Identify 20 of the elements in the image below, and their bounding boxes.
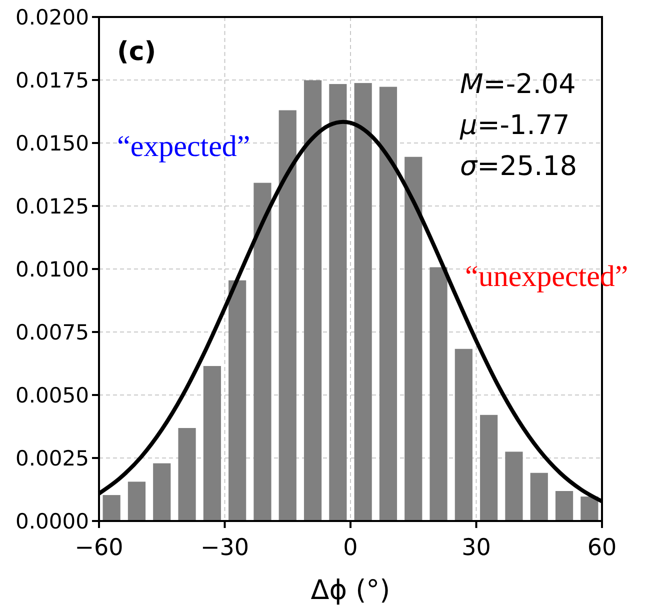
annotation: M=-2.04 bbox=[460, 69, 576, 100]
y-tick-label: 0.0025 bbox=[16, 446, 89, 470]
y-tick-label: 0.0000 bbox=[16, 509, 89, 534]
y-tick-label: 0.0050 bbox=[16, 383, 89, 408]
y-tick-label: 0.0125 bbox=[16, 194, 89, 218]
annotation: μ=-1.77 bbox=[459, 110, 570, 141]
x-tick-label: −30 bbox=[200, 535, 250, 561]
x-tick-label: 0 bbox=[343, 535, 358, 561]
x-tick-label: 60 bbox=[587, 535, 617, 561]
x-tick-label: −60 bbox=[74, 535, 124, 561]
annotation: (c) bbox=[117, 37, 156, 67]
x-axis-title: Δϕ (°) bbox=[310, 575, 390, 606]
y-tick-label: 0.0075 bbox=[16, 320, 89, 344]
y-tick-label: 0.0100 bbox=[16, 257, 89, 282]
y-tick-label: 0.0150 bbox=[16, 131, 89, 156]
y-tick-label: 0.0200 bbox=[16, 5, 89, 30]
annotation: “expected” bbox=[117, 130, 250, 163]
annotation: σ=25.18 bbox=[460, 151, 578, 182]
y-tick-label: 0.0175 bbox=[16, 68, 89, 92]
x-tick-label: 30 bbox=[462, 535, 491, 561]
